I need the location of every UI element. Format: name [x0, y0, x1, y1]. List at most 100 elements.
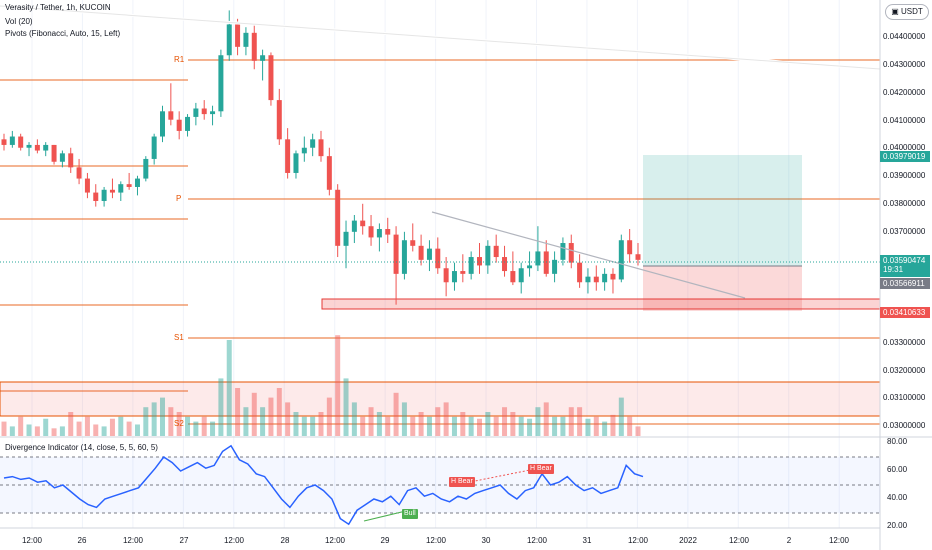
candle-body: [477, 257, 482, 266]
candle-body: [226, 24, 232, 56]
currency-unit-button[interactable]: ▣ USDT: [885, 4, 929, 20]
volume-bar: [393, 392, 399, 436]
volume-bar: [627, 416, 633, 436]
candle-body: [168, 111, 174, 120]
symbol-title[interactable]: Verasity / Tether, 1h, KUCOIN: [5, 3, 111, 12]
volume-bar: [18, 416, 24, 436]
time-axis-label: 12:00: [122, 536, 144, 545]
volume-bar: [477, 418, 482, 436]
candle-body: [393, 234, 399, 274]
candlestick-series: [1, 10, 641, 305]
target-price-tag[interactable]: 0.03979019: [880, 151, 930, 162]
volume-bar: [134, 424, 140, 436]
time-axis-label: 2: [786, 536, 792, 545]
volume-bar: [518, 416, 524, 436]
time-axis-label: 12:00: [223, 536, 245, 545]
candle-body: [610, 273, 616, 280]
candle-body: [502, 257, 508, 272]
rsi-axis-label: 20.00: [887, 521, 908, 530]
candle-body: [276, 100, 282, 140]
volume-bar: [243, 407, 249, 436]
entry-price-tag[interactable]: 0.03566911: [880, 278, 930, 289]
support-rectangle[interactable]: [321, 298, 881, 310]
candle-body: [460, 271, 466, 274]
volume-bar: [360, 416, 366, 436]
volume-bar: [418, 412, 424, 436]
volume-bar: [493, 416, 499, 436]
candle-body: [160, 111, 165, 137]
candle-body: [1, 139, 7, 145]
candle-body: [18, 136, 24, 148]
candle-body: [285, 139, 291, 173]
candle-body: [268, 55, 274, 101]
price-axis-label: 0.03300000: [883, 338, 926, 347]
stop-zone[interactable]: [643, 266, 802, 311]
candle-body: [301, 147, 307, 154]
current-price-value: 0.03590474: [883, 256, 926, 265]
volume-bar: [426, 416, 432, 436]
volume-bar: [535, 407, 541, 436]
candle-body: [143, 158, 149, 179]
candle-body: [360, 220, 366, 227]
candle-body: [493, 245, 499, 258]
candle-body: [185, 116, 191, 131]
volume-bar: [401, 402, 407, 436]
candle-body: [585, 276, 591, 283]
stop-price-tag[interactable]: 0.03410633: [880, 307, 930, 318]
volume-bar: [527, 418, 533, 436]
candle-body: [635, 254, 641, 260]
volume-bar: [343, 378, 349, 436]
candle-body: [618, 240, 624, 280]
target-zone[interactable]: [643, 155, 802, 266]
candle-body: [426, 248, 432, 260]
pivots-legend[interactable]: Pivots (Fibonacci, Auto, 15, Left): [5, 29, 121, 38]
candle-body: [326, 156, 332, 190]
currency-label: USDT: [901, 7, 923, 16]
volume-bar: [460, 412, 466, 436]
trendline-descending-resistance[interactable]: [431, 211, 746, 299]
rsi-line: [3, 444, 644, 526]
candle-body: [602, 273, 608, 283]
time-axis-label: 30: [481, 536, 491, 545]
candle-body: [577, 262, 583, 283]
candle-body: [318, 139, 324, 157]
candle-body: [418, 245, 424, 260]
candle-body: [126, 184, 132, 187]
volume-bar: [552, 416, 558, 436]
volume-bar: [268, 397, 274, 436]
current-price-tag[interactable]: 0.03590474 19:31: [880, 255, 930, 277]
volume-bar: [593, 416, 599, 436]
volume-bar: [201, 416, 207, 436]
volume-bar: [368, 407, 374, 436]
volume-bar: [93, 424, 99, 436]
volume-bar: [176, 412, 182, 436]
grid-lines: [31, 0, 840, 528]
candle-body: [527, 265, 533, 269]
candle-body: [401, 240, 407, 274]
volume-bar: [34, 426, 40, 436]
volume-zone-box[interactable]: [0, 381, 881, 417]
volume-bar: [168, 407, 174, 436]
indicator-title[interactable]: Divergence Indicator (14, close, 5, 5, 6…: [5, 443, 158, 452]
candle-body: [59, 153, 65, 162]
volume-bar: [560, 416, 566, 436]
candle-body: [410, 240, 416, 246]
volume-bar: [443, 402, 449, 436]
volume-bar: [635, 426, 641, 436]
time-axis-label: 28: [280, 536, 290, 545]
candle-body: [43, 144, 49, 151]
pivot-r1-label: R1: [174, 55, 185, 64]
candle-body: [593, 276, 599, 283]
lock-icon: ▣: [891, 7, 899, 16]
h-bear-divergence-badge: H Bear: [449, 477, 475, 487]
candle-body: [9, 136, 15, 145]
volume-bar: [76, 421, 82, 436]
volume-bar: [602, 421, 608, 436]
trendline-white-descending[interactable]: [0, 4, 881, 71]
volume-bar: [485, 412, 491, 436]
volume-bar: [260, 407, 266, 436]
volume-bar: [160, 397, 165, 436]
price-axis-label: 0.04300000: [883, 60, 926, 69]
volume-legend[interactable]: Vol (20): [5, 17, 33, 26]
